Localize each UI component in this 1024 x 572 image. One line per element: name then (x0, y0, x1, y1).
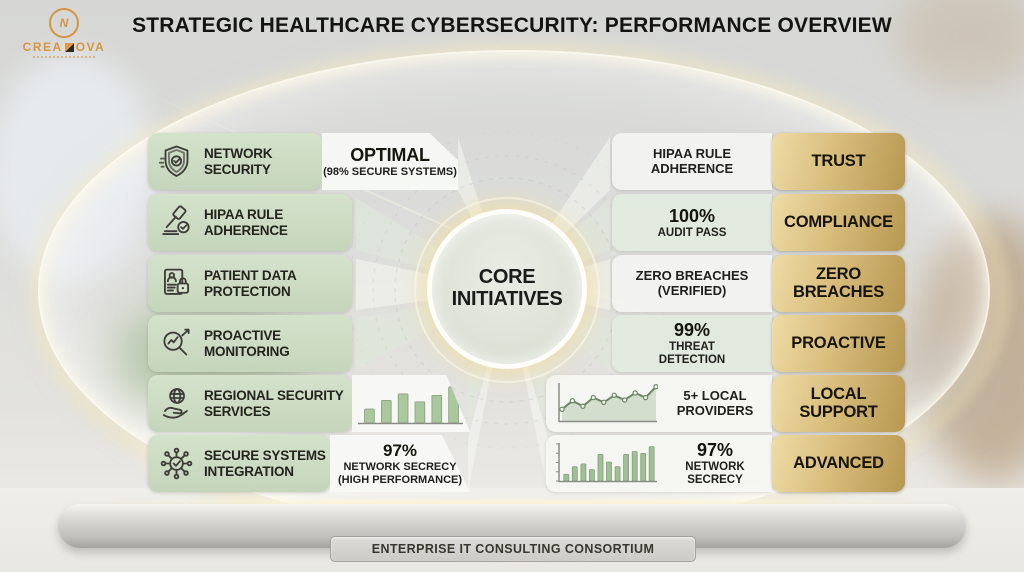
initiative-label: REGIONAL SECURITY SERVICES (204, 388, 344, 419)
metric-text: THREAT DETECTION (658, 341, 726, 366)
initiative-label: PROACTIVE MONITORING (204, 328, 290, 359)
metric-panel-breaches: ZERO BREACHES (VERIFIED) (612, 255, 772, 312)
card-network-security: NETWORK SECURITY (148, 133, 322, 190)
tag-label: TRUST (811, 151, 866, 170)
network-hub-check-icon (158, 445, 195, 482)
tag-label: ADVANCED (793, 453, 884, 472)
card-hipaa-adherence: HIPAA RULE ADHERENCE (148, 194, 352, 251)
tag-label: COMPLIANCE (784, 212, 893, 231)
brand-wordmark: CREA OVA (23, 40, 106, 54)
tag-local-support: LOCAL SUPPORT (772, 375, 905, 432)
tag-label: LOCAL SUPPORT (799, 385, 878, 421)
metric-value: OPTIMAL (350, 144, 430, 165)
metric-big: 99% (673, 320, 711, 341)
line-chart (554, 381, 659, 426)
tag-label: PROACTIVE (791, 333, 886, 352)
metric-panel-97: 97% NETWORK SECRECY (HIGH PERFORMANCE) (330, 435, 470, 492)
metric-panel-optimal: OPTIMAL (98% SECURE SYSTEMS) (322, 133, 458, 190)
card-patient-data: PATIENT DATA PROTECTION (148, 255, 352, 312)
tag-label: ZERO BREACHES (793, 265, 884, 301)
initiative-label: SECURE SYSTEMS INTEGRATION (204, 448, 326, 479)
shield-check-icon (158, 143, 195, 180)
metric-text: AUDIT PASS (657, 226, 727, 239)
initiative-label: HIPAA RULE ADHERENCE (204, 207, 288, 238)
tag-zero-breaches: ZERO BREACHES (772, 255, 905, 312)
gavel-check-icon (158, 204, 195, 241)
tag-trust: TRUST (772, 133, 905, 190)
metric-sub: (98% SECURE SYSTEMS) (323, 165, 457, 178)
initiative-label: NETWORK SECURITY (204, 146, 273, 177)
bar-chart (358, 381, 464, 427)
metric-text: NETWORK SECRECY (685, 461, 745, 486)
metric-text: 5+ LOCAL PROVIDERS (676, 387, 754, 418)
metric-panel-secrecy: 97% NETWORK SECRECY (546, 435, 772, 492)
metric-panel-hipaa: HIPAA RULE ADHERENCE (612, 133, 772, 190)
card-secure-systems: SECURE SYSTEMS INTEGRATION (148, 435, 330, 492)
brand-right: OVA (75, 40, 106, 54)
hub-label: CORE INITIATIVES (451, 266, 563, 310)
page-title: STRATEGIC HEALTHCARE CYBERSECURITY: PERF… (132, 14, 892, 37)
magnifier-trend-icon (158, 325, 195, 362)
globe-hand-icon (158, 385, 195, 422)
metric-big: 100% (668, 205, 716, 226)
core-initiatives-hub: CORE INITIATIVES (432, 214, 582, 364)
brand-left: CREA (22, 40, 63, 54)
stand-glow (90, 500, 934, 506)
footer-badge: ENTERPRISE IT CONSULTING CONSORTIUM (330, 536, 696, 562)
metric-panel-providers: 5+ LOCAL PROVIDERS (546, 375, 772, 432)
card-regional-security: REGIONAL SECURITY SERVICES (148, 375, 352, 432)
initiative-label: PATIENT DATA PROTECTION (204, 268, 297, 299)
tag-advanced: ADVANCED (772, 435, 905, 492)
metric-text: HIPAA RULE ADHERENCE (650, 145, 734, 176)
tag-compliance: COMPLIANCE (772, 194, 905, 251)
brand-tagline-rule (33, 56, 95, 60)
logo-monogram-icon: N (49, 8, 79, 38)
metric-panel-audit: 100% AUDIT PASS (612, 194, 772, 251)
logo-square-icon (64, 42, 74, 52)
metric-big: 97% (696, 440, 734, 461)
metric-value: 97% (382, 440, 418, 460)
footer-label: ENTERPRISE IT CONSULTING CONSORTIUM (371, 542, 655, 556)
metric-text: ZERO BREACHES (VERIFIED) (635, 267, 749, 298)
patient-record-lock-icon (158, 265, 195, 302)
brand-logo: N CREA OVA (16, 8, 112, 60)
metric-sub: NETWORK SECRECY (HIGH PERFORMANCE) (337, 460, 463, 486)
metric-panel-threat: 99% THREAT DETECTION (612, 315, 772, 372)
tag-proactive: PROACTIVE (772, 315, 905, 372)
bar-chart (554, 441, 658, 486)
card-proactive-monitoring: PROACTIVE MONITORING (148, 315, 352, 372)
